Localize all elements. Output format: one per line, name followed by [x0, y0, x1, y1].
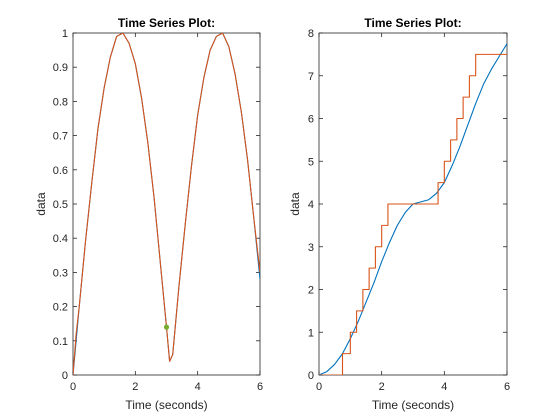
x-axis-label: Time (seconds) [372, 398, 454, 412]
y-tick-label: 2 [308, 285, 314, 297]
y-tick-label: 0.8 [53, 96, 68, 108]
y-tick-label: 0.4 [53, 233, 68, 245]
y-axis-label: data [288, 192, 302, 216]
x-tick-label: 4 [195, 381, 201, 393]
series-line-1 [319, 53, 507, 375]
y-tick-label: 8 [308, 28, 314, 40]
y-tick-label: 3 [308, 242, 314, 254]
x-axis-label: Time (seconds) [125, 398, 207, 412]
y-tick-label: 0.5 [53, 199, 68, 211]
plot-area [319, 43, 507, 375]
y-tick-label: 0 [62, 370, 68, 382]
y-tick-label: 0.2 [53, 302, 68, 314]
plot-area [73, 33, 260, 375]
x-tick-label: 2 [379, 381, 385, 393]
chart-title: Time Series Plot: [118, 16, 215, 30]
axes-right: 0 1 2 3 4 5 6 7 8 0 2 4 6 Time Series Plot: Time (seco… [288, 16, 510, 412]
y-tick-label: 4 [308, 199, 314, 211]
y-tick-label: 0.7 [53, 131, 68, 143]
y-tick-label: 7 [308, 71, 314, 83]
y-tick-label: 5 [308, 156, 314, 168]
axes-left: 0 0.1 0.2 0.3 0.4 0.5 0.6 0.7 0.8 0.9 1 0 2 4 6 Time Se… [34, 16, 263, 412]
y-tick-label: 6 [308, 114, 314, 126]
y-tick-label: 0.3 [53, 267, 68, 279]
x-tick-label: 4 [441, 381, 447, 393]
chart-title: Time Series Plot: [364, 16, 461, 30]
y-tick-label: 0 [308, 370, 314, 382]
x-tick-label: 0 [316, 381, 322, 393]
y-tick-label: 0.6 [53, 165, 68, 177]
x-tick-label: 0 [70, 381, 76, 393]
y-tick-label: 0.9 [53, 62, 68, 74]
x-tick-label: 2 [132, 381, 138, 393]
x-tick-label: 6 [504, 381, 510, 393]
x-tick-label: 6 [257, 381, 263, 393]
y-tick-label: 1 [308, 327, 314, 339]
y-axis-label: data [34, 192, 48, 216]
series-point [163, 324, 170, 330]
y-tick-label: 0.1 [53, 336, 68, 348]
y-tick-label: 1 [62, 28, 68, 40]
